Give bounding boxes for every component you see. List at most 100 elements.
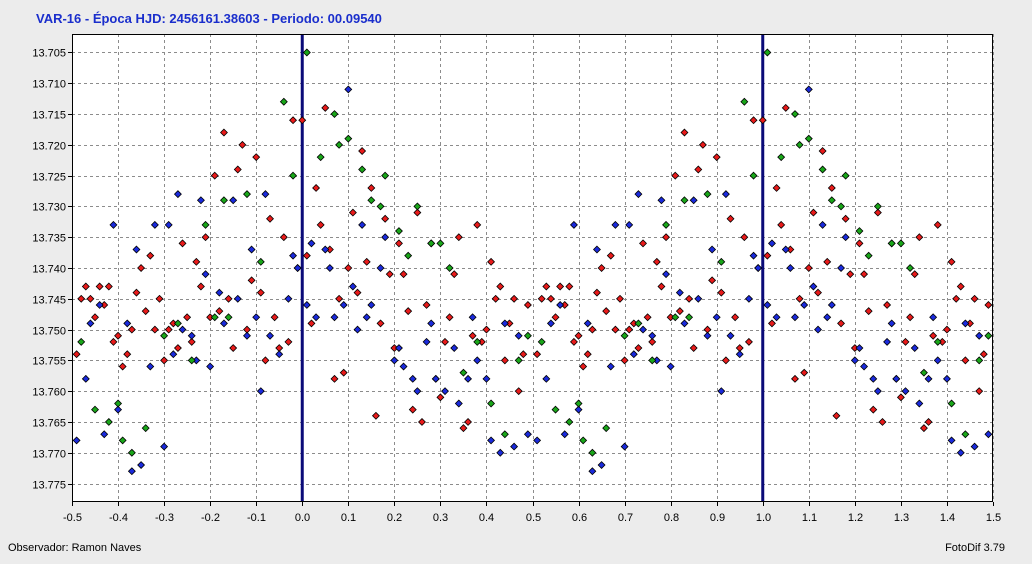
data-point-blue (721, 190, 730, 199)
data-point-blue (767, 239, 776, 248)
data-point-blue (892, 374, 901, 383)
data-point-blue (763, 300, 772, 309)
data-point-red (597, 264, 606, 272)
data-point-red (869, 405, 878, 414)
data-point-blue (473, 356, 482, 365)
data-point-red (367, 183, 376, 192)
data-point-red (772, 183, 781, 192)
data-point-blue (924, 374, 933, 383)
data-point-red (219, 128, 228, 137)
data-point-red (901, 337, 910, 346)
data-point-green (187, 356, 196, 365)
data-point-red (210, 171, 219, 180)
data-point-blue (850, 356, 859, 365)
data-point-green (394, 227, 403, 236)
data-point-red (252, 153, 261, 162)
data-point-blue (791, 313, 799, 322)
data-point-green (855, 227, 864, 236)
y-axis: 13.705 13.710 13.715 13.720 13.725 13.730 13.7… (32, 48, 72, 492)
data-point-red (510, 294, 519, 303)
data-point-red (579, 362, 588, 371)
data-point-red (832, 411, 841, 420)
data-point-red (109, 337, 118, 346)
data-point-green (685, 313, 694, 322)
data-point-red (358, 147, 367, 155)
data-point-blue (164, 220, 173, 229)
data-point-green (413, 202, 422, 211)
data-point-red (491, 294, 500, 303)
data-point-red (818, 147, 827, 155)
software-label: FotoDif 3.79 (945, 542, 1005, 554)
data-point-green (818, 165, 827, 174)
data-point-blue (72, 436, 81, 445)
data-point-red (224, 294, 233, 303)
data-point-red (72, 350, 81, 359)
data-point-green (302, 48, 311, 57)
data-point-green (791, 110, 799, 119)
y-tick-label: 13.735 (32, 233, 66, 245)
data-point-blue (708, 245, 717, 254)
data-point-blue (620, 442, 629, 451)
data-point-red (657, 282, 666, 291)
data-point-blue (325, 264, 334, 272)
x-tick-label: 0.8 (664, 512, 679, 524)
data-point-blue (947, 436, 956, 445)
data-point-blue (514, 331, 523, 340)
y-tick-label: 13.715 (32, 110, 66, 122)
data-point-blue (597, 461, 606, 470)
data-point-red (496, 282, 505, 291)
data-point-blue (841, 233, 850, 242)
data-point-blue (666, 362, 675, 371)
data-point-blue (339, 300, 348, 309)
data-point-red (302, 251, 311, 260)
data-point-blue (441, 387, 449, 396)
data-point-green (279, 97, 288, 106)
data-point-red (270, 313, 279, 322)
data-point-red (906, 313, 915, 322)
data-point-red (441, 337, 449, 346)
data-point-blue (454, 399, 463, 408)
data-point-green (219, 196, 228, 205)
data-point-blue (201, 270, 210, 279)
data-point-red (376, 319, 385, 328)
data-point-red (777, 220, 786, 229)
data-point-red (984, 300, 993, 309)
x-tick-label: -0.4 (109, 512, 128, 524)
data-point-green (473, 337, 482, 346)
data-point-red (933, 220, 942, 229)
data-point-red (114, 331, 123, 340)
data-point-red (698, 140, 707, 149)
data-point-red (721, 356, 730, 365)
data-point-red (827, 183, 836, 192)
data-point-red (947, 257, 956, 266)
data-point-green (210, 313, 219, 322)
data-point-blue (233, 294, 242, 303)
data-point-blue (818, 220, 827, 229)
plot-frame (72, 34, 993, 502)
data-point-blue (956, 448, 965, 457)
data-point-blue (560, 430, 569, 439)
x-axis: -0.5 -0.4 -0.3 -0.2 -0.1 0.0 0.1 0.2 0.3 0.4 0.5 0.… (63, 502, 1001, 524)
data-point-green (243, 190, 251, 199)
data-point-red (689, 344, 698, 353)
x-tick-label: 1.1 (802, 512, 817, 524)
data-point-blue (302, 300, 311, 309)
data-point-blue (358, 220, 367, 229)
data-point-green (316, 153, 325, 162)
data-point-blue (468, 313, 477, 322)
data-point-red (611, 325, 620, 334)
data-point-red (929, 331, 938, 340)
data-point-blue (574, 405, 583, 414)
data-point-red (593, 288, 601, 297)
data-point-red (312, 183, 321, 192)
data-point-red (878, 417, 887, 426)
data-point-red (81, 282, 90, 291)
data-point-blue (330, 313, 339, 322)
data-point-red (855, 239, 864, 248)
data-point-blue (390, 356, 399, 365)
data-point-green (864, 251, 873, 260)
data-point-red (321, 103, 330, 112)
data-point-blue (321, 245, 330, 254)
data-point-blue (252, 313, 261, 322)
